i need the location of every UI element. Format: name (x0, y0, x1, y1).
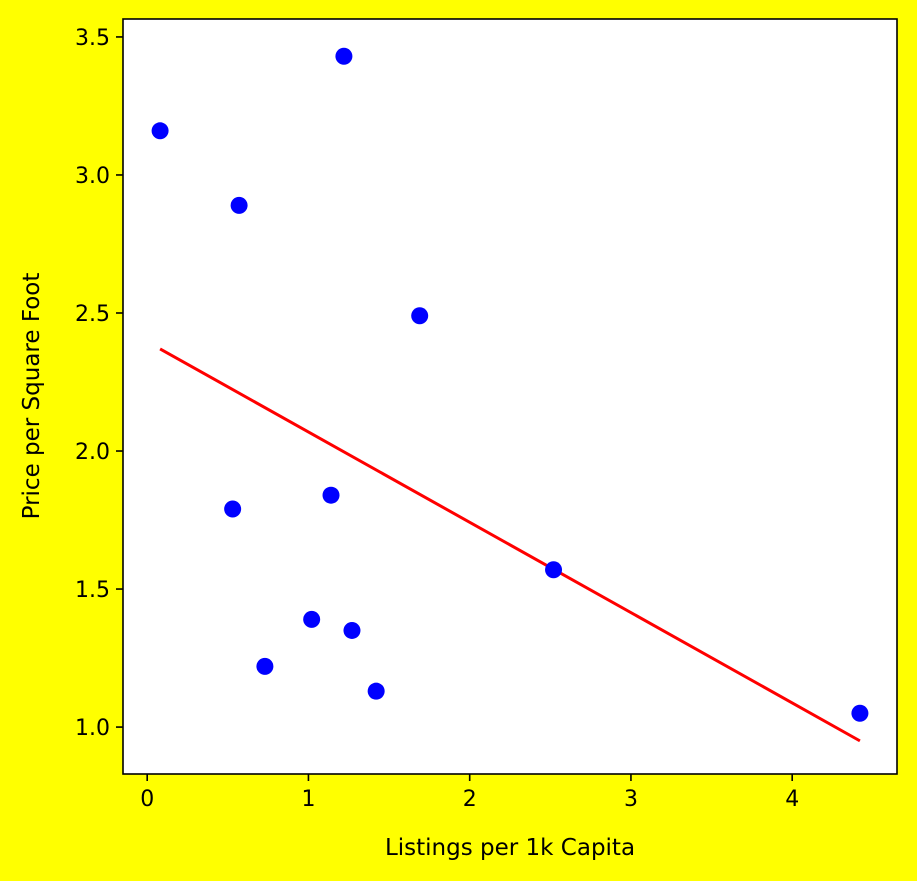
x-tick-label: 2 (463, 787, 477, 812)
x-tick-label: 1 (301, 787, 315, 812)
data-point (545, 561, 563, 579)
trend-line (159, 347, 861, 743)
y-tick-label: 1.5 (75, 578, 110, 603)
y-tick-label: 1.0 (75, 716, 110, 741)
plot-frame (122, 18, 898, 775)
data-point (411, 307, 429, 325)
y-tick-label: 3.5 (75, 26, 110, 51)
x-axis-ticks: 0 1 2 3 4 (140, 774, 799, 812)
plot-area (123, 19, 897, 774)
data-point (851, 704, 869, 722)
data-point (322, 486, 340, 504)
y-tick-label: 2.0 (75, 440, 110, 465)
data-point (151, 122, 169, 140)
data-point (230, 196, 248, 214)
x-tick-label: 4 (785, 787, 799, 812)
data-point (224, 500, 242, 518)
data-points-layer (151, 47, 869, 722)
data-point (335, 47, 353, 65)
y-tick-label: 2.5 (75, 302, 110, 327)
data-point (367, 682, 385, 700)
data-point (303, 610, 321, 628)
y-axis-ticks: 1.0 1.5 2.0 2.5 3.0 3.5 (75, 26, 123, 741)
y-tick-label: 3.0 (75, 164, 110, 189)
data-point (256, 657, 274, 675)
y-axis-label: Price per Square Foot (19, 273, 45, 520)
x-tick-label: 0 (140, 787, 154, 812)
trend-line-layer (159, 347, 861, 743)
x-tick-label: 3 (624, 787, 638, 812)
data-point (343, 621, 361, 639)
x-axis-label: Listings per 1k Capita (385, 835, 635, 861)
